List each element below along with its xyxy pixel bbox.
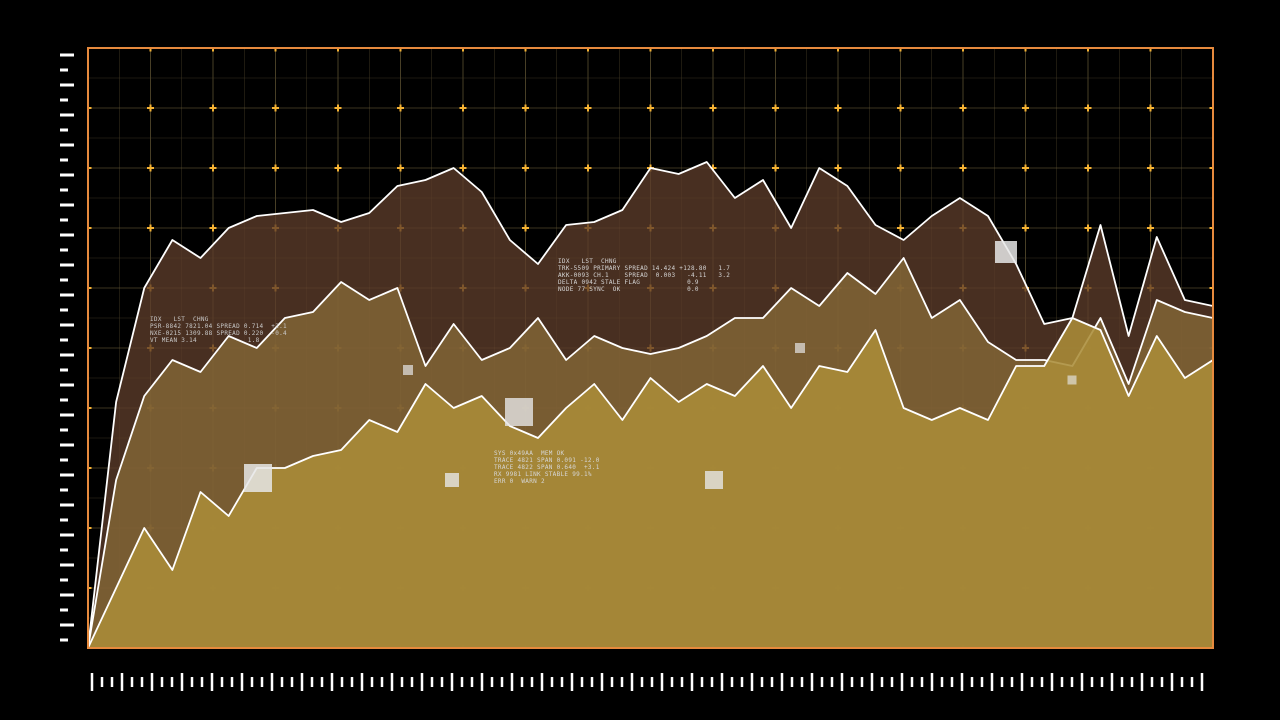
hud-annotation: SYS 0x49AA MEM OK TRACE 4821 SPAN 0.091 … (494, 450, 600, 485)
chart-stage: IDX LST CHNG PSR-8842 7821.04 SPREAD 0.7… (0, 0, 1280, 720)
hud-annotation: IDX LST CHNG PSR-8842 7821.04 SPREAD 0.7… (150, 316, 287, 344)
hud-annotation: IDX LST CHNG TRK-5509 PRIMARY SPREAD 14.… (558, 258, 730, 293)
